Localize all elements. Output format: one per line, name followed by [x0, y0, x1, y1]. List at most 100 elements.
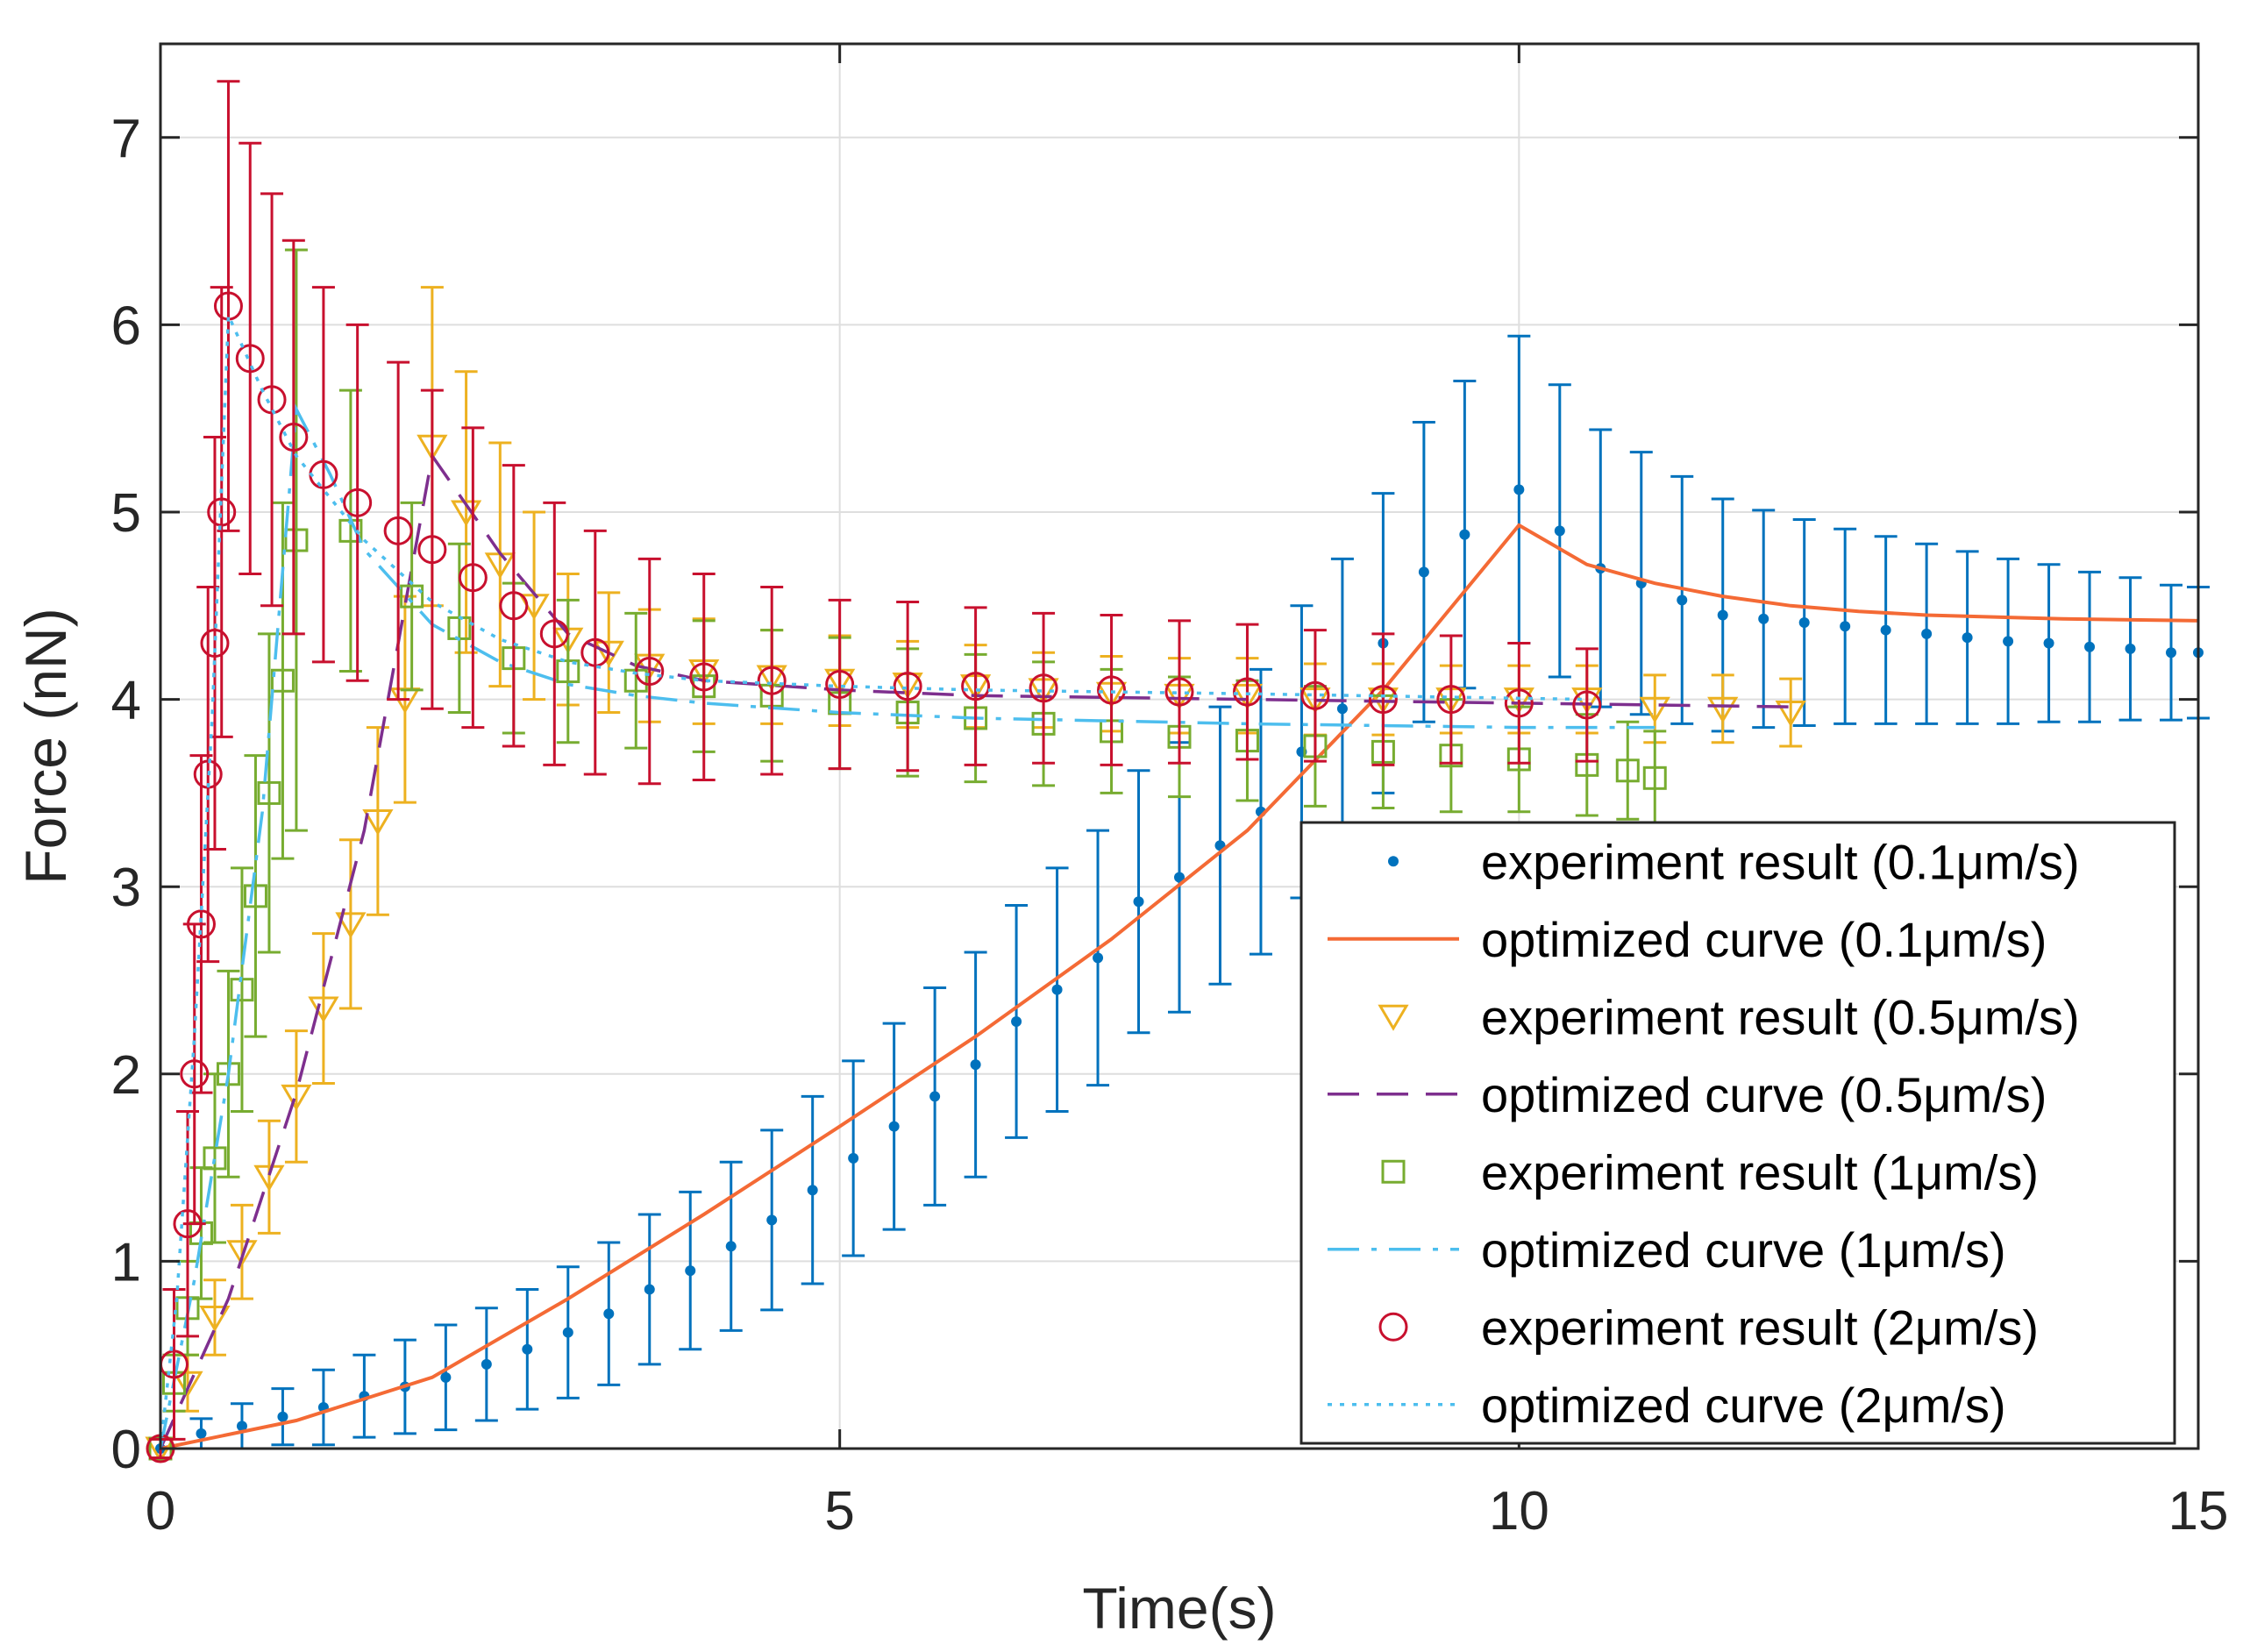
- x-tick-label: 10: [1489, 1481, 1549, 1542]
- legend-entry: optimized curve (1μm/s): [1328, 1222, 2006, 1278]
- data-point: [635, 657, 665, 687]
- data-point: [440, 1371, 452, 1383]
- data-point: [2084, 641, 2096, 652]
- legend-label: experiment result (1μm/s): [1481, 1144, 2039, 1200]
- data-point: [335, 912, 367, 939]
- series-layer: [145, 80, 2210, 1463]
- data-point: [1011, 1015, 1022, 1027]
- data-point: [1174, 872, 1185, 883]
- data-point: [562, 1327, 573, 1338]
- data-point: [1775, 701, 1806, 728]
- legend-entry: experiment result (1μm/s): [1381, 1144, 2039, 1200]
- data-point: [1232, 677, 1262, 707]
- fit-curve: [159, 403, 1655, 1449]
- legend-entry: experiment result (0.1μm/s): [1388, 834, 2080, 889]
- data-point: [1921, 628, 1933, 639]
- data-point: [1642, 765, 1667, 790]
- data-point: [458, 563, 488, 593]
- data-point: [186, 909, 216, 939]
- data-point: [1798, 617, 1810, 629]
- legend-swatch: [1378, 1004, 1409, 1031]
- data-point: [257, 780, 281, 805]
- data-point: [556, 659, 580, 684]
- legend-label: optimized curve (0.1μm/s): [1481, 912, 2047, 967]
- data-point: [207, 497, 237, 527]
- data-point: [1029, 673, 1058, 703]
- data-point: [522, 1343, 533, 1355]
- data-point: [1639, 696, 1670, 723]
- data-point: [725, 1241, 737, 1252]
- data-point: [593, 640, 624, 667]
- data-point: [888, 1121, 900, 1132]
- data-point: [961, 672, 991, 701]
- data-point: [580, 637, 610, 667]
- data-point: [1677, 595, 1688, 606]
- data-point: [1300, 680, 1330, 710]
- data-point: [1093, 952, 1104, 964]
- data-point: [1459, 529, 1470, 540]
- legend-label: experiment result (2μm/s): [1481, 1300, 2039, 1355]
- data-point: [1615, 758, 1640, 783]
- data-point: [644, 1284, 655, 1295]
- data-point: [279, 423, 309, 452]
- data-point: [499, 591, 529, 621]
- data-point: [807, 1185, 818, 1196]
- data-point: [603, 1308, 615, 1320]
- legend-label: optimized curve (0.5μm/s): [1481, 1067, 2047, 1122]
- legend-swatch: [1381, 1159, 1406, 1184]
- series-6: [159, 403, 1655, 1449]
- data-point: [2125, 643, 2136, 654]
- legend-label: experiment result (0.1μm/s): [1481, 834, 2080, 889]
- x-axis-label: Time(s): [1082, 1576, 1276, 1641]
- data-point: [825, 670, 855, 700]
- legend-label: optimized curve (1μm/s): [1481, 1222, 2006, 1278]
- data-point: [893, 672, 922, 701]
- series-4: [159, 452, 1791, 1449]
- fit-curve: [159, 452, 1791, 1449]
- y-tick-label: 7: [111, 109, 141, 169]
- data-point: [1840, 621, 1851, 632]
- x-tick-label: 0: [146, 1481, 175, 1542]
- data-point: [235, 344, 265, 374]
- legend: experiment result (0.1μm/s) optimized cur…: [1299, 821, 2176, 1445]
- data-point: [1554, 525, 1565, 537]
- data-point: [172, 1371, 203, 1398]
- data-point: [1436, 685, 1466, 715]
- legend-entry: optimized curve (0.5μm/s): [1328, 1067, 2047, 1122]
- legend-entry: optimized curve (2μm/s): [1328, 1378, 2006, 1433]
- legend-box: [1299, 821, 2176, 1445]
- data-point: [343, 488, 373, 517]
- data-point: [180, 1059, 210, 1089]
- legend-label: experiment result (0.5μm/s): [1481, 989, 2080, 1044]
- data-point: [281, 1084, 312, 1111]
- data-point: [1133, 896, 1144, 908]
- data-point: [1418, 566, 1429, 578]
- y-tick-label: 3: [111, 858, 141, 918]
- data-point: [200, 629, 230, 659]
- data-point: [362, 808, 394, 836]
- data-point: [253, 1164, 285, 1192]
- y-tick-label: 2: [111, 1045, 141, 1106]
- data-point: [1707, 696, 1739, 723]
- data-point: [757, 666, 787, 695]
- x-tick-label: 5: [824, 1481, 854, 1542]
- data-point: [284, 528, 309, 552]
- data-point: [203, 1146, 227, 1171]
- data-point: [2166, 647, 2177, 659]
- axis-ticks: 0 5 10 15 0 1 2 3 4 5 6 7: [111, 44, 2229, 1542]
- data-point: [2003, 636, 2014, 647]
- y-tick-label: 6: [111, 296, 141, 356]
- data-point: [196, 1428, 207, 1439]
- x-tick-label: 15: [2168, 1481, 2229, 1542]
- legend-label: optimized curve (2μm/s): [1481, 1378, 2006, 1433]
- y-tick-label: 5: [111, 483, 141, 544]
- series-7: [146, 80, 1602, 1463]
- data-point: [970, 1059, 981, 1071]
- data-point: [685, 1265, 696, 1277]
- legend-entry: optimized curve (0.1μm/s): [1328, 912, 2047, 967]
- series-8: [159, 314, 1587, 1449]
- data-point: [2043, 637, 2054, 649]
- y-axis-label: Force (nN): [13, 608, 78, 884]
- legend-swatch: [1388, 856, 1399, 867]
